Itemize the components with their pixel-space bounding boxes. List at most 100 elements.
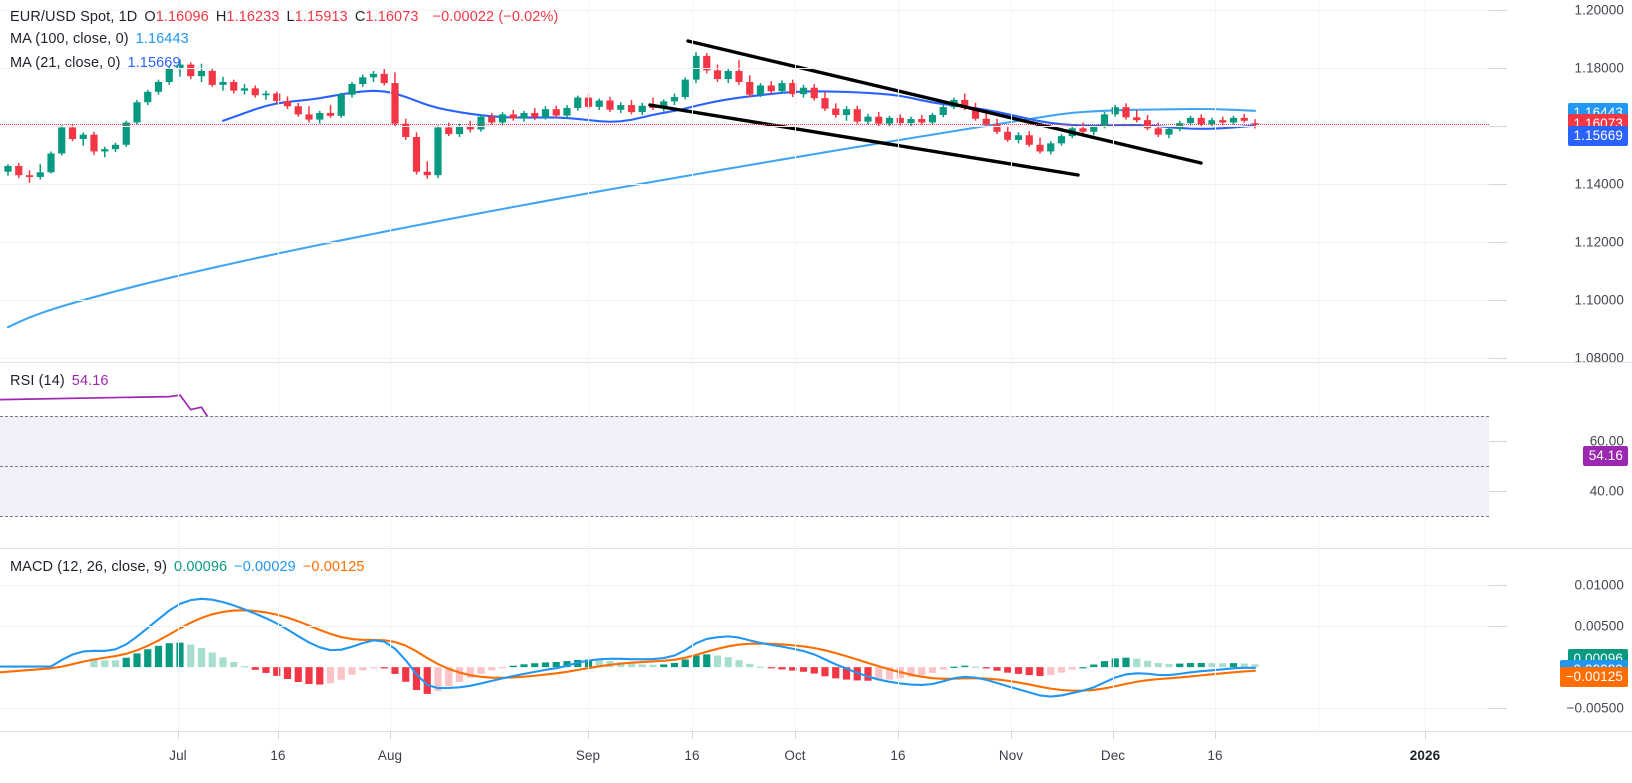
time-gridline <box>1113 0 1114 362</box>
time-axis[interactable]: Jul 16 Aug Sep 16 Oct 16 Nov Dec 16 2026 <box>0 731 1632 783</box>
candle <box>971 102 980 121</box>
rsi-axis[interactable]: 60.00 40.00 54.16 <box>1489 362 1632 548</box>
candle <box>638 102 646 115</box>
price-legend: EUR/USD Spot, 1D O1.16096 H1.16233 L1.15913… <box>10 9 558 25</box>
time-gridline <box>692 548 693 731</box>
macd-signal-tag[interactable]: −0.00125 <box>1559 667 1628 688</box>
rsi-pane[interactable]: 60.00 40.00 54.16 RSI (14) 54.16 <box>0 362 1632 548</box>
time-gridline <box>1011 362 1012 548</box>
macd-gridline <box>0 708 1489 710</box>
macd-histogram-bar <box>230 662 238 668</box>
macd-histogram-bar <box>1111 658 1119 668</box>
time-gridline <box>1425 0 1426 362</box>
macd-histogram-bar <box>1251 664 1259 668</box>
macd-axis[interactable]: 0.010000.00500−0.005000.00096−0.00029−0.… <box>1489 548 1632 731</box>
macd-histogram-bar <box>681 659 689 668</box>
macd-histogram-bar <box>90 658 98 668</box>
macd-line-value: −0.00029 <box>234 559 296 575</box>
macd-histogram-bar <box>767 667 775 669</box>
candle <box>1014 132 1023 144</box>
pane-separator <box>0 548 1632 549</box>
candle <box>273 91 281 104</box>
low-key: L <box>286 9 295 25</box>
candle <box>111 142 120 153</box>
time-axis-tick <box>390 731 391 739</box>
candle <box>563 105 571 119</box>
candle <box>1229 115 1238 125</box>
macd-histogram-bar <box>552 662 560 668</box>
chart-canvas <box>0 597 1259 698</box>
rsi-axis-tick <box>1489 491 1507 492</box>
macd-histogram-bar <box>713 655 722 668</box>
lower-descending-trendline <box>648 103 1080 177</box>
candle <box>208 68 216 87</box>
time-axis-label: 16 <box>1207 748 1223 763</box>
time-gridline <box>390 362 391 548</box>
candle <box>1154 122 1162 137</box>
candle <box>509 110 517 121</box>
candle <box>885 115 894 127</box>
ma21-legend[interactable]: MA (21, close, 0) 1.15669 <box>10 55 181 71</box>
macd-histogram-bar <box>455 667 464 682</box>
time-gridline <box>178 362 179 548</box>
candle <box>778 80 786 94</box>
high-key: H <box>215 9 227 25</box>
candle <box>326 105 335 118</box>
macd-histogram-bar <box>875 667 883 681</box>
macd-histogram-bar <box>918 667 926 676</box>
macd-histogram-bar <box>1176 663 1184 668</box>
rsi-plot-area[interactable] <box>0 362 1489 548</box>
price-plot-area[interactable] <box>0 0 1489 362</box>
ma100-legend[interactable]: MA (100, close, 0) 1.16443 <box>10 31 189 47</box>
macd-histogram-bar <box>832 667 840 679</box>
macd-histogram-bar <box>305 667 313 685</box>
candle <box>1100 112 1109 129</box>
candle <box>520 110 528 122</box>
candle <box>1186 115 1195 126</box>
time-gridline <box>278 548 279 731</box>
macd-label: MACD (12, 26, close, 9) <box>10 559 168 575</box>
time-axis-label: 16 <box>890 748 906 763</box>
macd-axis-label: −0.00500 <box>1566 700 1624 716</box>
time-axis-tick <box>278 731 279 739</box>
time-gridline <box>390 0 391 362</box>
ma100-value: 1.16443 <box>135 31 189 47</box>
macd-histogram-bar <box>1014 667 1023 674</box>
rsi-axis-tick <box>1489 441 1507 442</box>
candle <box>316 110 324 124</box>
time-axis-label: Nov <box>998 748 1024 763</box>
macd-histogram-bar <box>1100 661 1109 668</box>
macd-pane[interactable]: 0.01000 0.00500 −0.00500 0.00096 −0.00029 −0.… <box>0 548 1632 731</box>
open-value: 1.16096 <box>155 9 209 25</box>
candle <box>154 79 163 95</box>
candle <box>746 75 754 98</box>
candle <box>1004 125 1012 142</box>
candle <box>1057 134 1066 146</box>
symbol-label: EUR/USD Spot, 1D <box>10 9 138 25</box>
price-axis-tick <box>1489 299 1507 301</box>
ma21-price-tag[interactable]: 1.15669 <box>1567 125 1628 146</box>
macd-histogram-bar <box>294 667 302 682</box>
candle <box>864 113 872 125</box>
macd-histogram-bar <box>789 667 797 671</box>
price-gridline <box>0 241 1489 243</box>
price-pane[interactable]: 1.20000 1.18000 1.14000 1.12000 1.10000 1.080… <box>0 0 1632 365</box>
candle <box>692 52 700 84</box>
macd-histogram-bar <box>359 667 367 671</box>
price-gridline <box>0 183 1489 185</box>
time-axis-tick <box>898 731 899 739</box>
macd-legend[interactable]: MACD (12, 26, close, 9) 0.00096 −0.00029 −0… <box>10 559 365 575</box>
price-axis-label: 1.20000 <box>1574 2 1624 18</box>
macd-histogram-bar <box>423 667 431 694</box>
rsi-value-tag[interactable]: 54.16 <box>1582 445 1628 466</box>
candle <box>305 106 313 123</box>
time-axis-tick <box>1215 731 1216 739</box>
price-gridline <box>0 299 1489 301</box>
macd-histogram-bar <box>1197 662 1205 668</box>
candle <box>4 164 12 176</box>
macd-plot-area[interactable] <box>0 548 1489 731</box>
ma100-label: MA (100, close, 0) <box>10 31 129 47</box>
price-axis-tick <box>1489 183 1507 185</box>
rsi-legend[interactable]: RSI (14) 54.16 <box>10 373 109 389</box>
price-axis[interactable]: 1.20000 1.18000 1.14000 1.12000 1.10000 1.080… <box>1489 0 1632 365</box>
